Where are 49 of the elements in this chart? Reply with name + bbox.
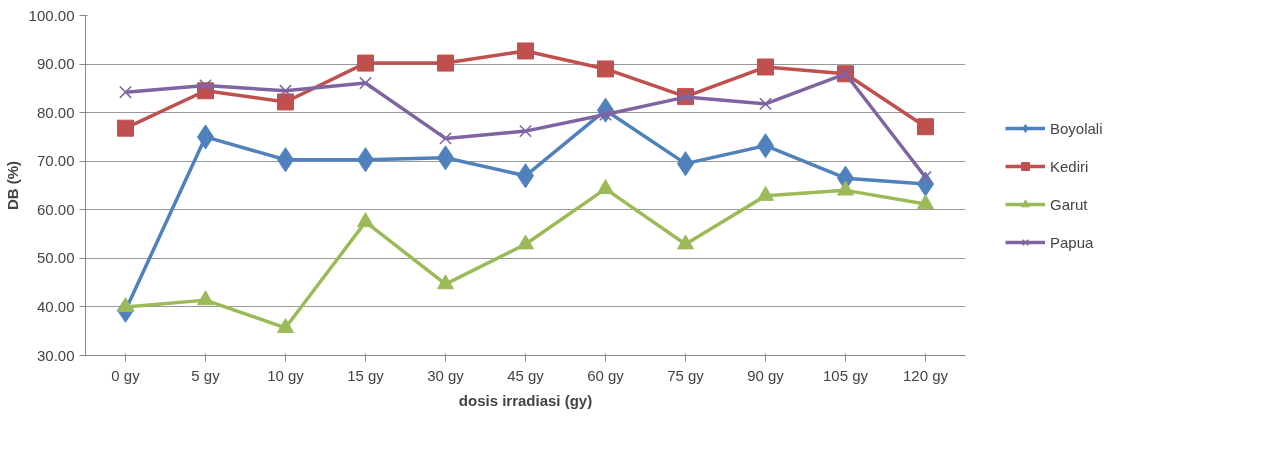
point [197, 290, 214, 306]
point [117, 119, 134, 137]
point [917, 118, 934, 136]
point [277, 318, 294, 333]
x-axis-title: dosis irradiasi (gy) [458, 391, 593, 409]
y-tick-label: 90.00 [36, 55, 75, 73]
point [597, 179, 614, 195]
x-tick-label: 75 gy [667, 366, 705, 384]
point [437, 54, 454, 72]
point [277, 93, 294, 111]
point [517, 42, 534, 60]
point [357, 212, 374, 228]
point [357, 54, 374, 72]
point [439, 131, 452, 145]
point [519, 124, 532, 138]
x-tick-label: 15 gy [347, 366, 385, 384]
x-tick-label: 60 gy [587, 366, 625, 384]
x-tick-label: 90 gy [747, 366, 785, 384]
point [757, 185, 774, 201]
point [597, 60, 614, 78]
y-axis-title: DB (%) [3, 160, 21, 211]
point [759, 97, 772, 111]
point [437, 274, 454, 290]
y-tick-label: 60.00 [36, 200, 75, 218]
point [677, 234, 694, 250]
legend-label: Boyolali [1050, 119, 1103, 137]
x-tick-label: 45 gy [507, 366, 545, 384]
point [119, 85, 132, 99]
y-tick-label: 40.00 [36, 297, 75, 315]
x-tick-label: 30 gy [427, 366, 465, 384]
point [837, 180, 854, 196]
legend-label: Kediri [1050, 157, 1089, 175]
y-tick-label: 100.00 [28, 6, 75, 24]
point [917, 194, 934, 210]
legend-label: Garut [1050, 195, 1088, 213]
y-tick-label: 80.00 [36, 103, 75, 121]
x-tick-label: 10 gy [267, 366, 305, 384]
x-tick-label: 105 gy [822, 366, 869, 384]
y-tick-label: 50.00 [36, 249, 75, 267]
point [359, 76, 372, 90]
x-tick-label: 5 gy [191, 366, 221, 384]
point [517, 234, 534, 250]
x-tick-label: 120 gy [902, 366, 949, 384]
legend-label: Papua [1050, 233, 1094, 251]
point [757, 58, 774, 76]
x-tick-label: 0 gy [111, 366, 141, 384]
y-tick-label: 70.00 [36, 152, 75, 170]
point [279, 84, 292, 98]
y-tick-label: 30.00 [36, 346, 75, 364]
